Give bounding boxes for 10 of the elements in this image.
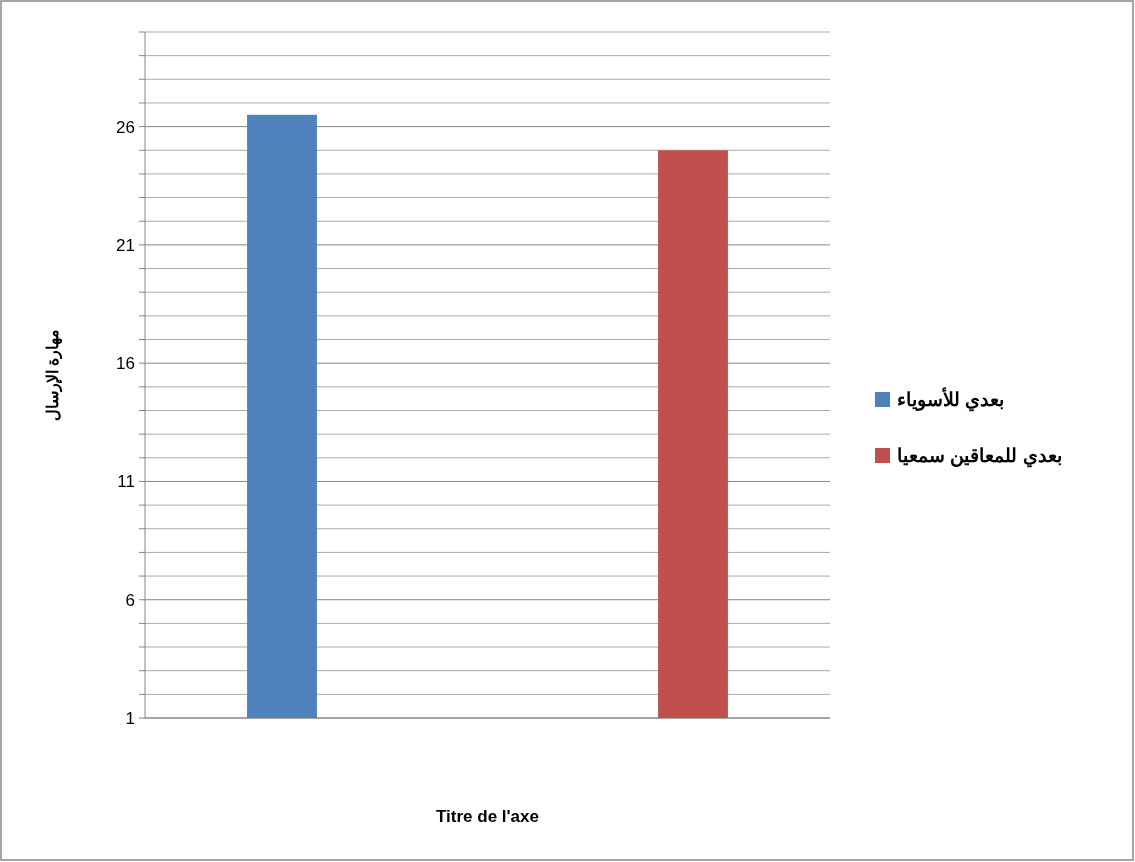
y-tick-label: 11 <box>117 472 135 492</box>
y-tick-label: 6 <box>125 590 135 610</box>
y-tick-label: 16 <box>116 354 135 374</box>
y-tick-label: 26 <box>116 117 135 137</box>
x-axis-title: Titre de l'axe <box>436 807 539 826</box>
y-axis-title: مهارة الإرسال <box>44 328 63 422</box>
legend-label: بعدي للأسوياء <box>897 387 1005 412</box>
y-tick-label: 21 <box>116 235 135 255</box>
y-tick-label: 1 <box>125 709 135 728</box>
legend-label: بعدي للمعاقين سمعيا <box>897 445 1062 468</box>
